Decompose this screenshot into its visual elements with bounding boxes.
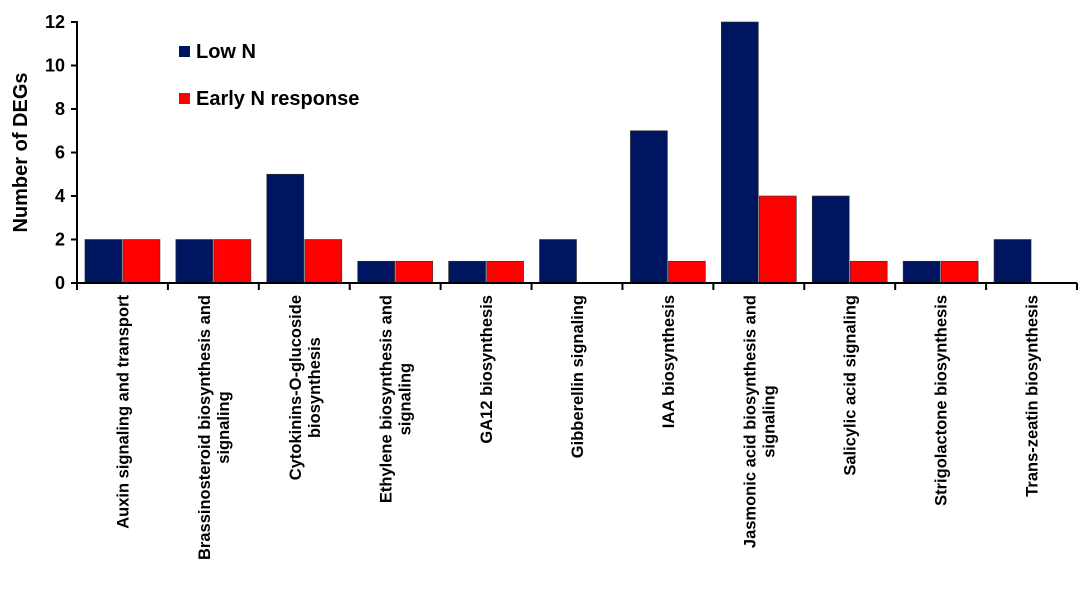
bar-early-n-response-3 [395,260,433,284]
bar-early-n-response-6 [668,260,706,284]
y-tick-label: 0 [55,273,65,293]
bar-low-n-5 [539,239,577,284]
x-category-label: GA12 biosynthesis [478,295,496,444]
x-category-label: Ethylene biosynthesis andsignaling [378,295,415,503]
x-category-label: Salicylic acid signaling [842,295,860,476]
bar-low-n-6 [630,130,668,284]
bar-early-n-response-9 [940,260,979,284]
y-tick-label: 4 [55,186,65,206]
y-tick-label: 8 [55,99,65,119]
x-category-label: Auxin signaling and transport [114,294,132,528]
category-labels-group: Auxin signaling and transport Brassinoste… [114,294,1041,559]
legend-swatch-early-n-response [179,93,190,104]
bars-group [84,21,1032,284]
y-axis-title: Number of DEGs [10,72,32,232]
bar-low-n-9 [902,260,941,284]
x-category-label: Gibberellin signaling [569,295,587,458]
bar-early-n-response-4 [486,260,524,284]
x-category-label: Cytokinins-O-glucosidebiosynthesis [287,295,324,480]
bar-low-n-10 [993,239,1032,284]
bar-early-n-response-7 [759,195,797,284]
legend: Low N Early N response [179,41,359,110]
x-category-label: IAA biosynthesis [660,295,678,428]
x-ticks-group [76,283,1078,290]
bar-low-n-1 [175,239,214,284]
y-tick-label: 2 [55,230,65,250]
bar-early-n-response-1 [213,239,252,284]
y-ticks-group: 0 2 4 6 8 10 12 [45,12,77,293]
bar-low-n-3 [357,260,395,284]
bar-low-n-2 [266,173,305,284]
x-category-label: Brassinosteroid biosynthesis andsignalin… [196,295,233,560]
bar-low-n-0 [84,239,123,284]
x-category-label: Strigolactone biosynthesis [933,295,951,506]
legend-label-early-n-response: Early N response [196,88,359,110]
y-tick-label: 6 [55,143,65,163]
x-category-label: Trans-zeatin biosynthesis [1024,295,1042,497]
bar-low-n-8 [811,195,850,284]
bar-early-n-response-0 [122,239,161,284]
x-category-label: Jasmonic acid biosynthesis andsignaling [741,295,778,548]
y-tick-label: 10 [45,56,65,76]
legend-swatch-low-n [179,46,190,57]
legend-label-low-n: Low N [196,41,256,63]
bar-early-n-response-2 [304,239,343,284]
bar-low-n-7 [721,21,759,284]
bar-early-n-response-8 [849,260,888,284]
y-tick-label: 12 [45,12,65,32]
bar-low-n-4 [448,260,486,284]
